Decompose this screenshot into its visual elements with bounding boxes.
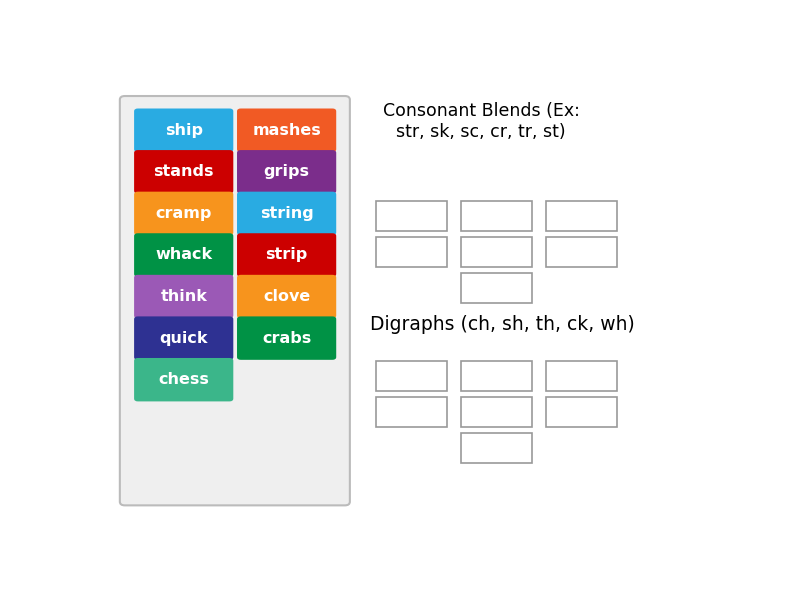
FancyBboxPatch shape bbox=[376, 202, 447, 232]
FancyBboxPatch shape bbox=[461, 238, 532, 268]
FancyBboxPatch shape bbox=[461, 397, 532, 427]
Text: grips: grips bbox=[264, 164, 310, 179]
Text: crabs: crabs bbox=[262, 331, 311, 346]
FancyBboxPatch shape bbox=[134, 358, 234, 401]
Text: cramp: cramp bbox=[155, 206, 212, 221]
FancyBboxPatch shape bbox=[376, 397, 447, 427]
FancyBboxPatch shape bbox=[237, 233, 336, 277]
Text: string: string bbox=[260, 206, 314, 221]
FancyBboxPatch shape bbox=[134, 191, 234, 235]
Text: think: think bbox=[160, 289, 207, 304]
FancyBboxPatch shape bbox=[461, 202, 532, 232]
Text: clove: clove bbox=[263, 289, 310, 304]
Text: chess: chess bbox=[158, 372, 209, 387]
FancyBboxPatch shape bbox=[461, 274, 532, 304]
FancyBboxPatch shape bbox=[134, 233, 234, 277]
FancyBboxPatch shape bbox=[120, 96, 350, 505]
FancyBboxPatch shape bbox=[546, 238, 617, 268]
Text: mashes: mashes bbox=[252, 123, 321, 138]
FancyBboxPatch shape bbox=[134, 316, 234, 360]
FancyBboxPatch shape bbox=[237, 109, 336, 152]
Text: whack: whack bbox=[155, 247, 212, 262]
FancyBboxPatch shape bbox=[237, 275, 336, 318]
FancyBboxPatch shape bbox=[237, 316, 336, 360]
FancyBboxPatch shape bbox=[237, 191, 336, 235]
FancyBboxPatch shape bbox=[461, 361, 532, 391]
Text: strip: strip bbox=[266, 247, 308, 262]
Text: ship: ship bbox=[165, 123, 202, 138]
FancyBboxPatch shape bbox=[237, 150, 336, 194]
FancyBboxPatch shape bbox=[134, 275, 234, 318]
FancyBboxPatch shape bbox=[376, 238, 447, 268]
FancyBboxPatch shape bbox=[546, 361, 617, 391]
FancyBboxPatch shape bbox=[376, 361, 447, 391]
FancyBboxPatch shape bbox=[546, 202, 617, 232]
Text: stands: stands bbox=[154, 164, 214, 179]
Text: Digraphs (ch, sh, th, ck, wh): Digraphs (ch, sh, th, ck, wh) bbox=[370, 314, 634, 334]
Text: Consonant Blends (Ex:
str, sk, sc, cr, tr, st): Consonant Blends (Ex: str, sk, sc, cr, t… bbox=[383, 102, 580, 141]
FancyBboxPatch shape bbox=[134, 109, 234, 152]
FancyBboxPatch shape bbox=[461, 433, 532, 463]
FancyBboxPatch shape bbox=[546, 397, 617, 427]
FancyBboxPatch shape bbox=[134, 150, 234, 194]
Text: quick: quick bbox=[159, 331, 208, 346]
